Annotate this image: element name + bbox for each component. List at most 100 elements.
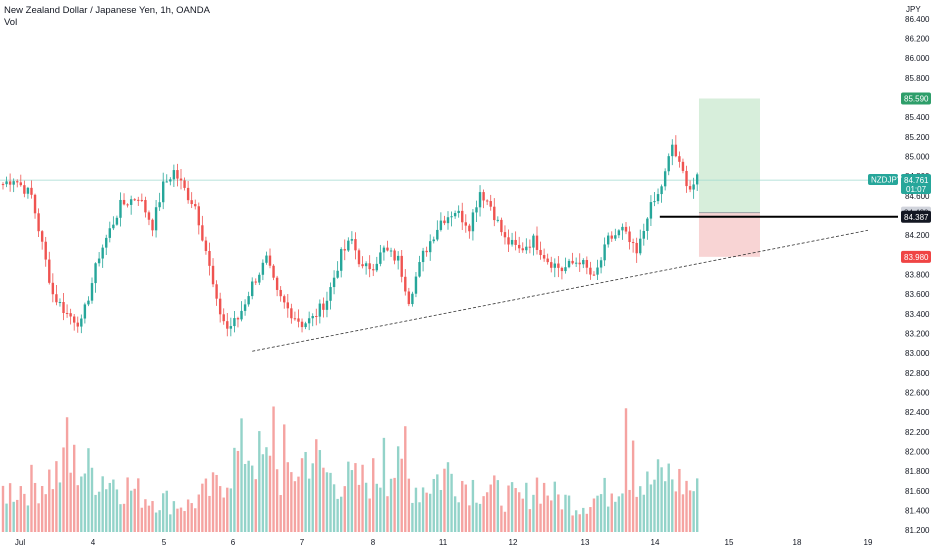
y-tick-label: 85.800 (905, 74, 930, 83)
candle-body (500, 219, 503, 233)
volume-bar (329, 472, 332, 532)
y-tick-label: 83.000 (905, 349, 930, 358)
volume-bar (233, 447, 236, 532)
candle-body (44, 241, 47, 260)
y-tick-label: 85.200 (905, 133, 930, 142)
volume-bar (179, 507, 183, 532)
candle-body (275, 277, 279, 290)
volume-bar (272, 406, 275, 532)
volume-bar (692, 491, 695, 532)
candle-body (550, 262, 553, 268)
volume-bar (325, 472, 329, 532)
volume-bar (617, 496, 621, 532)
volume-bar (592, 498, 596, 532)
volume-bar (429, 493, 432, 532)
candle-body (396, 255, 400, 261)
y-tick-label: 83.200 (905, 330, 930, 339)
volume-bar (140, 507, 144, 532)
volume-bar (432, 478, 435, 532)
volume-bar (528, 509, 532, 532)
candle-body (411, 293, 414, 305)
volume-bar (635, 496, 638, 532)
y-tick-label: 86.400 (905, 15, 930, 24)
candle-body (5, 181, 8, 185)
volume-bar (26, 505, 30, 532)
candle-body (322, 303, 325, 310)
volume-bar (411, 502, 414, 532)
support-trendline (252, 229, 869, 352)
candle-body (240, 310, 243, 320)
volume-bar (65, 417, 69, 532)
volume-bar (169, 514, 172, 532)
candle-body (688, 186, 692, 190)
x-tick-label: 8 (371, 538, 376, 547)
candle-body (539, 249, 542, 256)
volume-bar (147, 505, 151, 532)
volume-bar (261, 454, 265, 532)
candle-body (197, 206, 200, 226)
candle-body (133, 199, 136, 201)
candle-body (667, 156, 670, 172)
candle-body (58, 302, 62, 304)
candle-body (663, 171, 667, 187)
candle-body (229, 326, 233, 329)
candle-body (571, 260, 574, 264)
candle-body (585, 259, 589, 268)
candle-body (443, 220, 446, 224)
volume-bars (1, 406, 699, 532)
volume-bar (685, 480, 688, 532)
volume-bar (582, 507, 585, 532)
candle-body (603, 244, 606, 261)
volume-bar (525, 482, 528, 532)
candle-body (357, 250, 361, 265)
candle-body (112, 224, 115, 229)
candle-body (372, 269, 375, 271)
candle-body (450, 216, 453, 218)
volume-bar (307, 478, 311, 532)
countdown-timer: 01:07 (906, 185, 927, 194)
volume-bar (503, 511, 507, 532)
candle-body (361, 264, 364, 267)
volume-bar (500, 505, 503, 532)
time-axis[interactable]: Jul 4 5 6 7 8 11 12 13 14 15 18 19 (15, 538, 873, 547)
volume-bar (197, 494, 200, 532)
volume-bar (144, 499, 147, 532)
volume-bar (656, 459, 660, 532)
candle-body (628, 231, 631, 243)
volume-bar (375, 483, 378, 532)
y-tick-label: 84.200 (905, 231, 930, 240)
volume-bar (297, 476, 300, 532)
candle-body (528, 246, 532, 248)
candle-body (514, 239, 517, 245)
volume-bar (69, 472, 72, 532)
candle-body (468, 225, 471, 232)
candle-body (621, 226, 624, 231)
volume-bar (332, 484, 336, 532)
volume-bar (279, 495, 282, 532)
volume-bar (461, 480, 464, 532)
y-tick-label: 82.200 (905, 428, 930, 437)
candle-body (48, 259, 51, 283)
volume-bar (94, 494, 97, 532)
candle-body (461, 210, 464, 223)
volume-bar (304, 451, 307, 532)
candle-body (589, 267, 592, 275)
x-tick-label: 15 (725, 538, 734, 547)
y-tick-label: 81.600 (905, 487, 930, 496)
candle-body (457, 210, 460, 214)
volume-bar (357, 484, 361, 532)
candle-body (642, 230, 645, 239)
candle-body (279, 289, 282, 297)
volume-bar (535, 477, 539, 532)
volume-bar (364, 482, 368, 532)
volume-bar (236, 450, 240, 532)
volume-bar (478, 503, 482, 532)
candle-body (297, 318, 300, 322)
price-axis[interactable]: JPY86.40086.20086.00085.80085.60085.4008… (905, 5, 930, 535)
y-tick-label: 84.600 (905, 192, 930, 201)
trendline[interactable] (252, 229, 869, 352)
volume-bar (485, 492, 489, 532)
candle-body (226, 321, 229, 329)
candle-body (557, 263, 560, 268)
